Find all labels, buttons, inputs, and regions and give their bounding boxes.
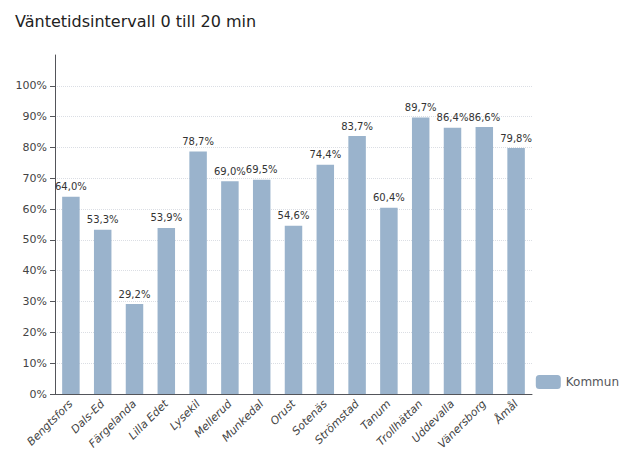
svg-text:54,6%: 54,6% <box>278 210 310 221</box>
svg-text:Kommun: Kommun <box>566 375 619 389</box>
svg-text:Trollhättan: Trollhättan <box>374 397 426 449</box>
svg-text:100%: 100% <box>16 79 47 92</box>
svg-text:Dals-Ed: Dals-Ed <box>68 397 108 437</box>
svg-text:60%: 60% <box>23 203 47 216</box>
svg-text:70%: 70% <box>23 172 47 185</box>
svg-text:53,9%: 53,9% <box>150 212 182 223</box>
svg-text:10%: 10% <box>23 357 47 370</box>
svg-text:Åmål: Åmål <box>491 397 521 427</box>
svg-text:60,4%: 60,4% <box>373 192 405 203</box>
svg-text:40%: 40% <box>23 264 47 277</box>
svg-text:Sotenäs: Sotenäs <box>289 397 330 438</box>
svg-text:Lilla Edet: Lilla Edet <box>126 397 171 442</box>
svg-text:83,7%: 83,7% <box>341 121 373 132</box>
svg-text:Vänersborg: Vänersborg <box>435 397 489 451</box>
svg-text:86,4%: 86,4% <box>437 112 469 123</box>
svg-text:78,7%: 78,7% <box>182 136 214 147</box>
svg-text:69,0%: 69,0% <box>214 166 246 177</box>
svg-text:Uddevalla: Uddevalla <box>409 397 458 446</box>
svg-text:0%: 0% <box>30 388 47 401</box>
svg-text:53,3%: 53,3% <box>87 214 119 225</box>
svg-text:50%: 50% <box>23 233 47 246</box>
svg-text:79,8%: 79,8% <box>500 133 532 144</box>
svg-text:Lysekil: Lysekil <box>167 397 203 433</box>
svg-text:90%: 90% <box>23 110 47 123</box>
svg-text:Orust: Orust <box>267 397 299 428</box>
svg-text:86,6%: 86,6% <box>468 112 500 123</box>
svg-text:64,0%: 64,0% <box>55 181 87 192</box>
svg-text:89,7%: 89,7% <box>405 102 437 113</box>
svg-text:Strömstad: Strömstad <box>312 397 362 447</box>
svg-text:Bengtsfors: Bengtsfors <box>25 397 76 448</box>
svg-text:30%: 30% <box>23 295 47 308</box>
svg-text:80%: 80% <box>23 141 47 154</box>
svg-text:Munkedal: Munkedal <box>219 397 266 444</box>
svg-text:Tanum: Tanum <box>358 397 394 433</box>
svg-text:74,4%: 74,4% <box>309 149 341 160</box>
svg-text:69,5%: 69,5% <box>246 164 278 175</box>
svg-text:Mellerud: Mellerud <box>191 397 235 441</box>
svg-text:20%: 20% <box>23 326 47 339</box>
svg-text:29,2%: 29,2% <box>119 289 151 300</box>
svg-text:Färgelanda: Färgelanda <box>86 397 139 450</box>
svg-text:Väntetidsintervall 0 till 20 m: Väntetidsintervall 0 till 20 min <box>15 12 256 31</box>
